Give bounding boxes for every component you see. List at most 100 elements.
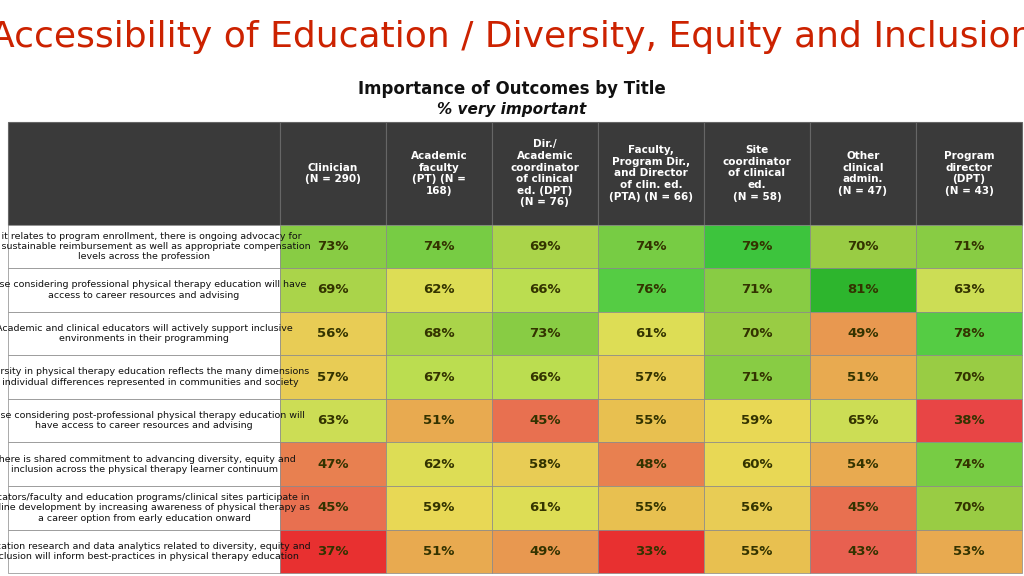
Text: 51%: 51% bbox=[423, 545, 455, 558]
Text: 43%: 43% bbox=[847, 545, 879, 558]
Bar bbox=[386, 529, 492, 573]
Text: 60%: 60% bbox=[741, 458, 773, 471]
Bar bbox=[598, 399, 703, 442]
Bar bbox=[810, 225, 915, 268]
Text: 68%: 68% bbox=[423, 327, 455, 340]
Text: 74%: 74% bbox=[635, 240, 667, 253]
Text: % very important: % very important bbox=[437, 102, 587, 117]
Text: Faculty,
Program Dir.,
and Director
of clin. ed.
(PTA) (N = 66): Faculty, Program Dir., and Director of c… bbox=[609, 145, 693, 202]
Bar bbox=[703, 486, 810, 529]
Bar bbox=[915, 529, 1022, 573]
Bar bbox=[915, 355, 1022, 399]
Bar bbox=[280, 442, 386, 486]
Bar bbox=[703, 268, 810, 312]
Text: 71%: 71% bbox=[741, 283, 773, 297]
Text: 62%: 62% bbox=[423, 283, 455, 297]
Bar bbox=[280, 399, 386, 442]
Bar bbox=[8, 355, 280, 399]
Bar bbox=[8, 122, 280, 225]
Bar bbox=[810, 529, 915, 573]
Text: 78%: 78% bbox=[953, 327, 985, 340]
Text: 73%: 73% bbox=[529, 327, 561, 340]
Text: 70%: 70% bbox=[741, 327, 773, 340]
Text: 81%: 81% bbox=[847, 283, 879, 297]
Bar bbox=[386, 355, 492, 399]
Text: 59%: 59% bbox=[423, 501, 455, 514]
Text: 49%: 49% bbox=[847, 327, 879, 340]
Bar bbox=[386, 122, 492, 225]
Bar bbox=[598, 122, 703, 225]
Bar bbox=[703, 225, 810, 268]
Text: 79%: 79% bbox=[741, 240, 773, 253]
Bar bbox=[8, 399, 280, 442]
Text: 67%: 67% bbox=[423, 370, 455, 384]
Bar bbox=[8, 312, 280, 355]
Bar bbox=[492, 225, 598, 268]
Text: 63%: 63% bbox=[953, 283, 985, 297]
Bar bbox=[492, 399, 598, 442]
Bar bbox=[8, 442, 280, 486]
Bar bbox=[810, 268, 915, 312]
Text: 66%: 66% bbox=[529, 370, 561, 384]
Bar bbox=[8, 529, 280, 573]
Bar bbox=[915, 486, 1022, 529]
Bar bbox=[703, 312, 810, 355]
Bar bbox=[915, 399, 1022, 442]
Text: Diversity in physical therapy education reflects the many dimensions
of individu: Diversity in physical therapy education … bbox=[0, 367, 309, 387]
Bar bbox=[280, 225, 386, 268]
Text: 53%: 53% bbox=[953, 545, 985, 558]
Bar bbox=[280, 122, 386, 225]
Text: Academic
faculty
(PT) (N =
168): Academic faculty (PT) (N = 168) bbox=[411, 151, 467, 196]
Bar bbox=[280, 268, 386, 312]
Bar bbox=[280, 312, 386, 355]
Bar bbox=[598, 312, 703, 355]
Text: 56%: 56% bbox=[741, 501, 773, 514]
Bar bbox=[915, 442, 1022, 486]
Text: 74%: 74% bbox=[423, 240, 455, 253]
Bar bbox=[492, 312, 598, 355]
Bar bbox=[703, 399, 810, 442]
Text: Educators/faculty and education programs/clinical sites participate in
pipeline : Educators/faculty and education programs… bbox=[0, 493, 310, 522]
Text: 70%: 70% bbox=[953, 370, 985, 384]
Text: Importance of Outcomes by Title: Importance of Outcomes by Title bbox=[358, 80, 666, 98]
Text: 33%: 33% bbox=[635, 545, 667, 558]
Text: 59%: 59% bbox=[741, 414, 773, 427]
Text: 57%: 57% bbox=[635, 370, 667, 384]
Bar bbox=[492, 268, 598, 312]
Bar bbox=[703, 122, 810, 225]
Text: 69%: 69% bbox=[317, 283, 348, 297]
Bar bbox=[810, 442, 915, 486]
Bar bbox=[492, 355, 598, 399]
Text: Academic and clinical educators will actively support inclusive
environments in : Academic and clinical educators will act… bbox=[0, 324, 293, 343]
Text: 61%: 61% bbox=[529, 501, 561, 514]
Bar bbox=[492, 442, 598, 486]
Bar bbox=[598, 355, 703, 399]
Bar bbox=[915, 225, 1022, 268]
Text: 51%: 51% bbox=[423, 414, 455, 427]
Text: 48%: 48% bbox=[635, 458, 667, 471]
Bar bbox=[810, 399, 915, 442]
Text: 71%: 71% bbox=[741, 370, 773, 384]
Text: 65%: 65% bbox=[847, 414, 879, 427]
Text: 49%: 49% bbox=[529, 545, 561, 558]
Text: 37%: 37% bbox=[317, 545, 348, 558]
Text: Clinician
(N = 290): Clinician (N = 290) bbox=[305, 162, 360, 184]
Text: 45%: 45% bbox=[317, 501, 348, 514]
Bar bbox=[492, 529, 598, 573]
Text: 69%: 69% bbox=[529, 240, 561, 253]
Text: 54%: 54% bbox=[847, 458, 879, 471]
Bar bbox=[8, 486, 280, 529]
Text: 57%: 57% bbox=[317, 370, 348, 384]
Bar bbox=[8, 268, 280, 312]
Text: 45%: 45% bbox=[847, 501, 879, 514]
Bar bbox=[915, 312, 1022, 355]
Text: 45%: 45% bbox=[529, 414, 561, 427]
Text: 76%: 76% bbox=[635, 283, 667, 297]
Bar bbox=[598, 268, 703, 312]
Text: Other
clinical
admin.
(N = 47): Other clinical admin. (N = 47) bbox=[839, 151, 888, 196]
Text: 55%: 55% bbox=[635, 501, 667, 514]
Bar bbox=[915, 122, 1022, 225]
Text: Education research and data analytics related to diversity, equity and
inclusion: Education research and data analytics re… bbox=[0, 541, 310, 561]
Bar bbox=[810, 312, 915, 355]
Bar bbox=[386, 486, 492, 529]
